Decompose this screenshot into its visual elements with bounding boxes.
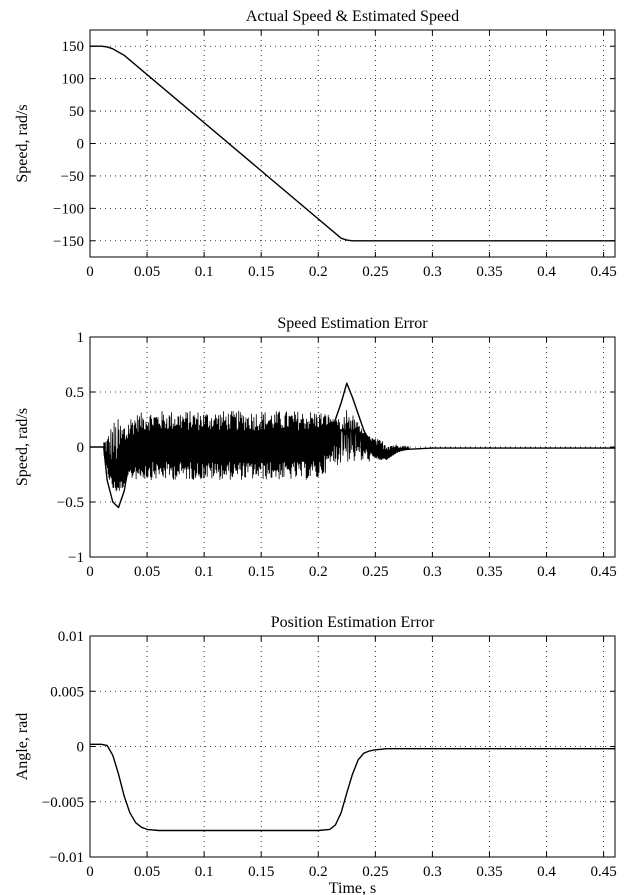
y-tick-label: 0.01 [58, 629, 84, 645]
x-tick-label: 0.3 [423, 864, 442, 880]
x-tick-label: 0.1 [195, 264, 214, 280]
x-tick-label: 0.45 [590, 864, 616, 880]
y-tick-label: 100 [62, 72, 85, 88]
y-tick-label: 0 [77, 137, 85, 153]
x-tick-label: 0.35 [476, 564, 502, 580]
x-tick-label: 0.15 [248, 564, 274, 580]
y-tick-label: −0.005 [42, 795, 84, 811]
x-tick-label: 0.05 [134, 264, 160, 280]
x-tick-label: 0.25 [362, 264, 388, 280]
plot-frame [89, 29, 616, 258]
x-tick-label: 0.45 [590, 264, 616, 280]
chart-title: Speed Estimation Error [277, 315, 428, 332]
series-noise-band [103, 410, 410, 492]
y-tick-label: 0.005 [50, 684, 84, 700]
x-tick-label: 0.45 [590, 564, 616, 580]
y-tick-label: −1 [68, 550, 84, 566]
x-tick-label: 0.15 [248, 264, 274, 280]
x-tick-label: 0.05 [134, 564, 160, 580]
x-tick-label: 0.35 [476, 264, 502, 280]
y-tick-label: 0 [77, 740, 85, 756]
x-tick-label: 0 [86, 264, 94, 280]
y-axis-label: Angle, rad [14, 713, 31, 781]
y-tick-label: 0.5 [65, 385, 84, 401]
y-tick-label: −0.01 [49, 850, 84, 866]
chart-panel-1: 0 0.05 0.1 0.15 0.2 0.25 0.3 0.35 0.4 0.45 150 100 5… [14, 8, 617, 280]
x-tick-label: 0.2 [309, 864, 328, 880]
x-tick-label: 0.4 [537, 264, 556, 280]
y-axis-label: Speed, rad/s [14, 408, 31, 486]
x-tick-label: 0.1 [195, 864, 214, 880]
x-tick-label: 0 [86, 864, 94, 880]
y-tick-label: 150 [62, 39, 85, 55]
plot-frame [89, 336, 616, 558]
x-tick-label: 0.2 [309, 264, 328, 280]
y-tick-label: 50 [69, 104, 84, 120]
plot-frame [89, 635, 616, 858]
y-axis-label: Speed, rad/s [14, 104, 31, 182]
y-tick-label: −100 [53, 201, 84, 217]
chart-title: Position Estimation Error [271, 614, 435, 631]
x-tick-label: 0.4 [537, 564, 556, 580]
y-tick-label: −0.5 [57, 495, 84, 511]
x-tick-label: 0.2 [309, 564, 328, 580]
y-tick-label: −50 [61, 169, 84, 185]
series-line [90, 743, 615, 832]
x-axis-label: Time, s [329, 880, 376, 895]
x-tick-label: 0 [86, 564, 94, 580]
y-tick-label: −150 [53, 234, 84, 250]
x-tick-label: 0.3 [423, 264, 442, 280]
x-tick-label: 0.05 [134, 864, 160, 880]
y-tick-label: 1 [77, 330, 85, 346]
chart-title: Actual Speed & Estimated Speed [246, 8, 459, 25]
y-tick-label: 0 [77, 440, 85, 456]
x-tick-label: 0.15 [248, 864, 274, 880]
x-tick-label: 0.3 [423, 564, 442, 580]
chart-panel-3: 0 0.05 0.1 0.15 0.2 0.25 0.3 0.35 0.4 0.45 0.01 0.0… [14, 614, 617, 895]
x-tick-label: 0.35 [476, 864, 502, 880]
chart-panel-2: 0 0.05 0.1 0.15 0.2 0.25 0.3 0.35 0.4 0.45 1 0.5 0 −0… [14, 315, 617, 580]
x-tick-label: 0.1 [195, 564, 214, 580]
x-tick-label: 0.25 [362, 864, 388, 880]
x-tick-label: 0.4 [537, 864, 556, 880]
x-tick-label: 0.25 [362, 564, 388, 580]
series-line [90, 45, 615, 242]
series-line [90, 382, 615, 509]
